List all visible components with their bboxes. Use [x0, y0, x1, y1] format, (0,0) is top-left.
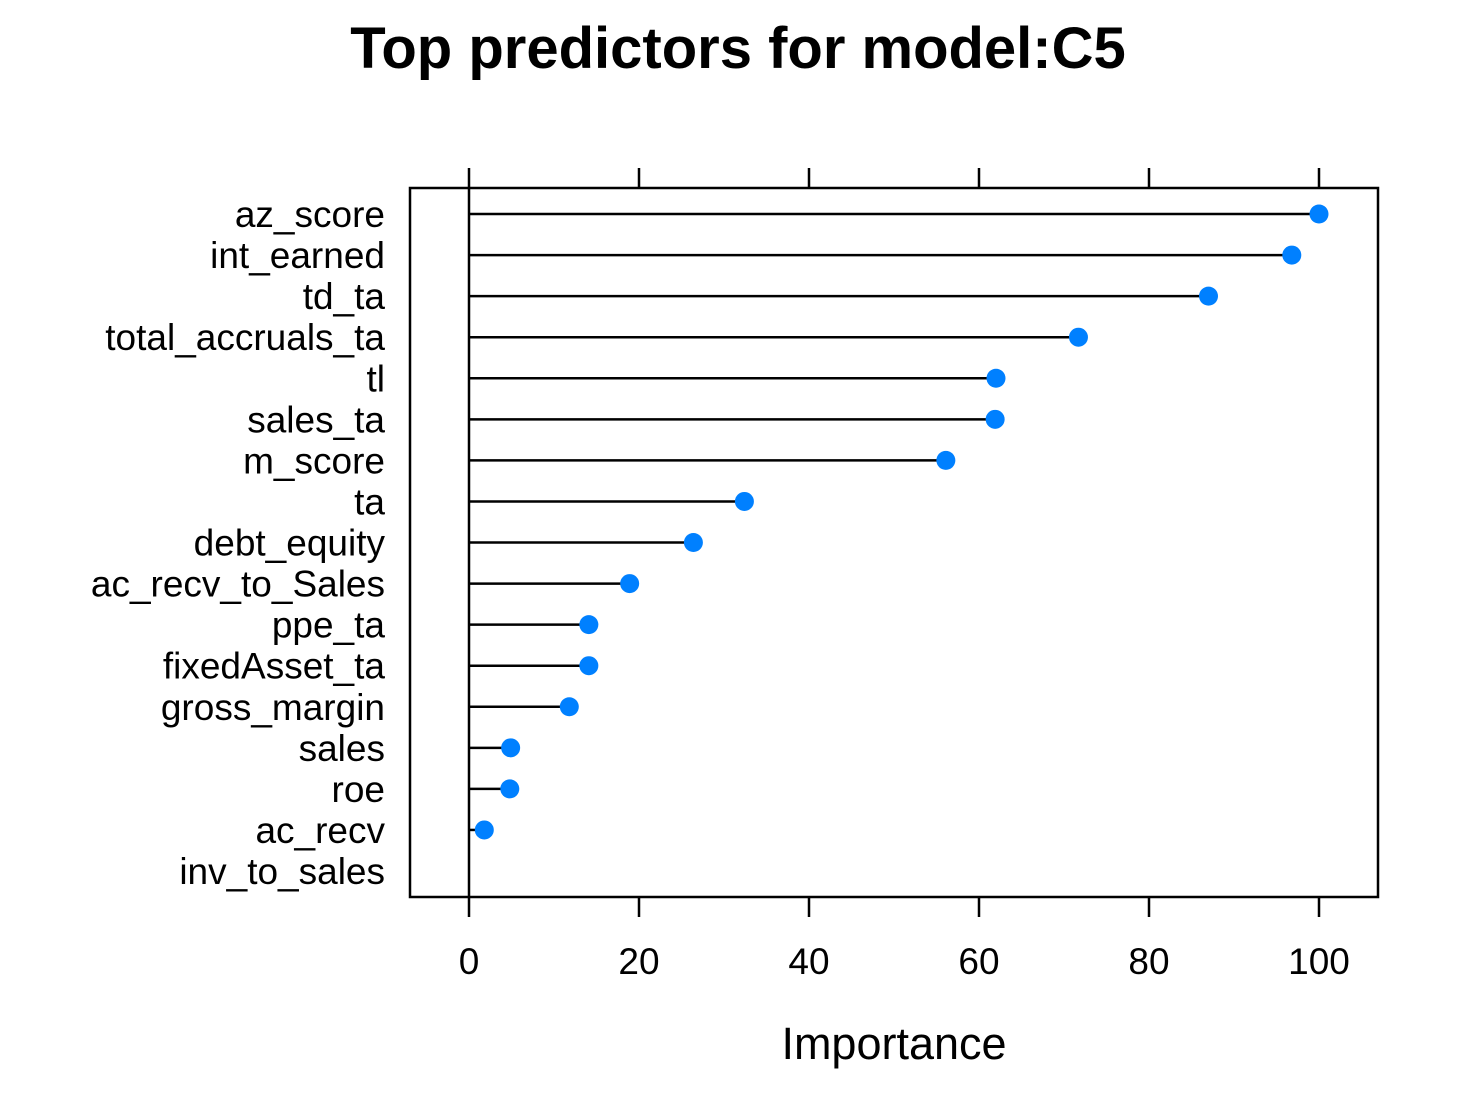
category-label: sales_ta — [247, 399, 385, 440]
lollipop-lines — [467, 188, 1319, 897]
category-label: gross_margin — [161, 687, 385, 728]
data-point — [579, 656, 599, 676]
plot-panel — [408, 186, 1380, 899]
category-label: tl — [367, 358, 386, 399]
data-point — [683, 533, 703, 552]
category-label: ac_recv_to_Sales — [91, 564, 385, 605]
category-label: ppe_ta — [272, 605, 386, 646]
category-label: ta — [354, 481, 385, 522]
data-point — [734, 491, 754, 511]
data-point — [579, 615, 599, 635]
data-point — [936, 450, 956, 470]
x-tick-label: 100 — [1288, 941, 1350, 982]
category-label: fixedAsset_ta — [163, 646, 386, 687]
data-point — [1068, 327, 1088, 347]
data-point — [1309, 204, 1329, 224]
category-labels: az_scoreint_earnedtd_tatotal_accruals_ta… — [91, 194, 386, 892]
x-axis-title: Importance — [781, 1018, 1006, 1069]
category-label: total_accruals_ta — [105, 317, 385, 358]
category-label: m_score — [243, 440, 385, 481]
category-label: debt_equity — [194, 523, 386, 564]
data-point — [1282, 245, 1302, 265]
data-point — [559, 697, 579, 717]
data-point — [500, 779, 520, 799]
data-point — [501, 738, 521, 758]
chart-title: Top predictors for model:C5 — [350, 16, 1126, 81]
x-tick-label: 40 — [788, 941, 829, 982]
x-tick-label: 0 — [459, 941, 480, 982]
category-label: ac_recv — [255, 810, 385, 851]
data-points — [474, 204, 1329, 840]
category-label: az_score — [235, 194, 385, 235]
category-label: sales — [299, 728, 385, 769]
category-label: inv_to_sales — [179, 851, 385, 892]
data-point — [620, 574, 640, 594]
x-tick-label: 20 — [618, 941, 659, 982]
data-point — [1199, 286, 1218, 306]
x-tick-label: 80 — [1128, 941, 1169, 982]
category-label: int_earned — [210, 235, 385, 276]
data-point — [985, 409, 1005, 429]
category-label: roe — [332, 769, 385, 810]
x-axis: 0 20 40 60 80 100 — [459, 168, 1350, 982]
category-label: td_ta — [303, 276, 386, 317]
data-point — [986, 368, 1006, 388]
data-point — [474, 820, 494, 840]
x-tick-label: 60 — [958, 941, 999, 982]
